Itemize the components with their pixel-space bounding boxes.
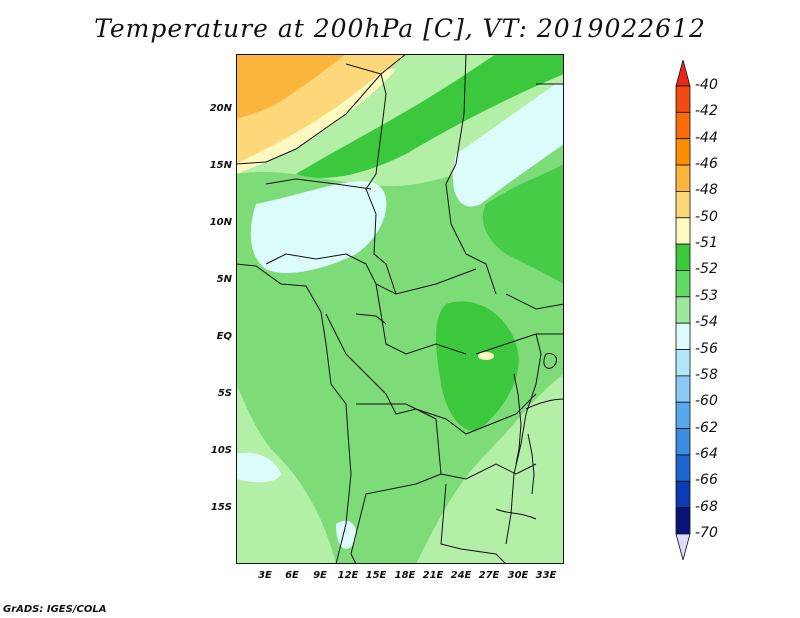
lake xyxy=(527,433,535,495)
country-borders xyxy=(236,54,564,564)
lon-label-3E: 3E xyxy=(258,570,272,581)
colorbar-segment xyxy=(675,296,691,324)
lon-label-33E: 33E xyxy=(535,570,557,581)
colorbar-segment xyxy=(675,507,691,535)
lat-label-15S: 15S xyxy=(210,502,232,513)
colorbar-label: -54 xyxy=(695,314,718,331)
colorbar-segment xyxy=(675,428,691,456)
lat-label-eq: EQ xyxy=(216,331,232,342)
field-dark-green-east xyxy=(482,164,564,284)
map-frame xyxy=(236,54,564,564)
colorbar-label: -66 xyxy=(695,472,718,489)
colorbar-segment xyxy=(675,375,691,403)
colorbar-label: -42 xyxy=(695,103,718,120)
colorbar-segment xyxy=(675,349,691,377)
lon-label-18E: 18E xyxy=(394,570,416,581)
field-dark-green-north xyxy=(296,54,564,178)
lon-label-15E: 15E xyxy=(365,570,387,581)
lon-label-9E: 9E xyxy=(313,570,327,581)
lat-label-5S: 5S xyxy=(217,388,232,399)
coastline xyxy=(236,263,352,564)
colorbar-label: -51 xyxy=(695,235,718,252)
lake xyxy=(513,373,522,465)
colorbar-label: -70 xyxy=(695,525,718,541)
colorbar-segment xyxy=(675,164,691,192)
colorbar-label: -68 xyxy=(695,498,718,515)
lake xyxy=(543,353,557,369)
field-pale-north-east xyxy=(452,84,564,207)
lat-label-5N: 5N xyxy=(216,274,232,285)
field-orange-nw xyxy=(236,54,346,119)
field-lightyellow-nw xyxy=(236,69,396,174)
colorbar-segment xyxy=(675,270,691,298)
field-pale-southwest xyxy=(236,452,281,483)
colorbar-segment xyxy=(675,111,691,140)
lat-label-20N: 20N xyxy=(209,103,232,114)
lat-label-10S: 10S xyxy=(210,445,232,456)
colorbar xyxy=(675,60,691,560)
colorbar-segment xyxy=(675,533,691,560)
colorbar-label: -56 xyxy=(695,340,718,357)
colorbar-segment xyxy=(675,243,691,271)
colorbar-label: -53 xyxy=(695,287,718,304)
field-pale-north-central xyxy=(250,181,387,274)
temperature-map xyxy=(236,54,564,564)
field-spot xyxy=(478,352,494,360)
lon-label-30E: 30E xyxy=(507,570,529,581)
colorbar-label: -48 xyxy=(695,182,718,199)
colorbar-segment xyxy=(675,454,691,482)
colorbar-label: -60 xyxy=(695,393,718,410)
lon-label-6E: 6E xyxy=(285,570,299,581)
colorbar-segment xyxy=(675,217,691,245)
lon-label-12E: 12E xyxy=(337,570,359,581)
colorbar-segment xyxy=(675,322,691,350)
colorbar-label: -40 xyxy=(695,77,718,93)
colorbar-label: -64 xyxy=(695,445,718,462)
colorbar-label: -44 xyxy=(695,129,718,146)
lon-label-24E: 24E xyxy=(450,570,472,581)
colorbar-segment xyxy=(675,85,691,113)
grads-credit: GrADS: IGES/COLA xyxy=(3,604,107,615)
colorbar-label: -62 xyxy=(695,419,718,436)
lon-label-21E: 21E xyxy=(422,570,444,581)
colorbar-segment xyxy=(675,60,691,87)
lat-label-10N: 10N xyxy=(209,217,232,228)
lon-label-27E: 27E xyxy=(478,570,500,581)
colorbar-label: -52 xyxy=(695,261,718,278)
colorbar-label: -46 xyxy=(695,156,718,173)
colorbar-label: -58 xyxy=(695,366,718,383)
colorbar-segment xyxy=(675,401,691,429)
colorbar-label: -50 xyxy=(695,208,718,225)
colorbar-segment xyxy=(675,191,691,219)
lat-label-15N: 15N xyxy=(209,160,232,171)
colorbar-segment xyxy=(675,480,691,509)
chart-title: Temperature at 200hPa [C], VT: 201902261… xyxy=(94,14,706,43)
colorbar-segment xyxy=(675,138,691,166)
field-dark-green-center xyxy=(436,301,519,431)
